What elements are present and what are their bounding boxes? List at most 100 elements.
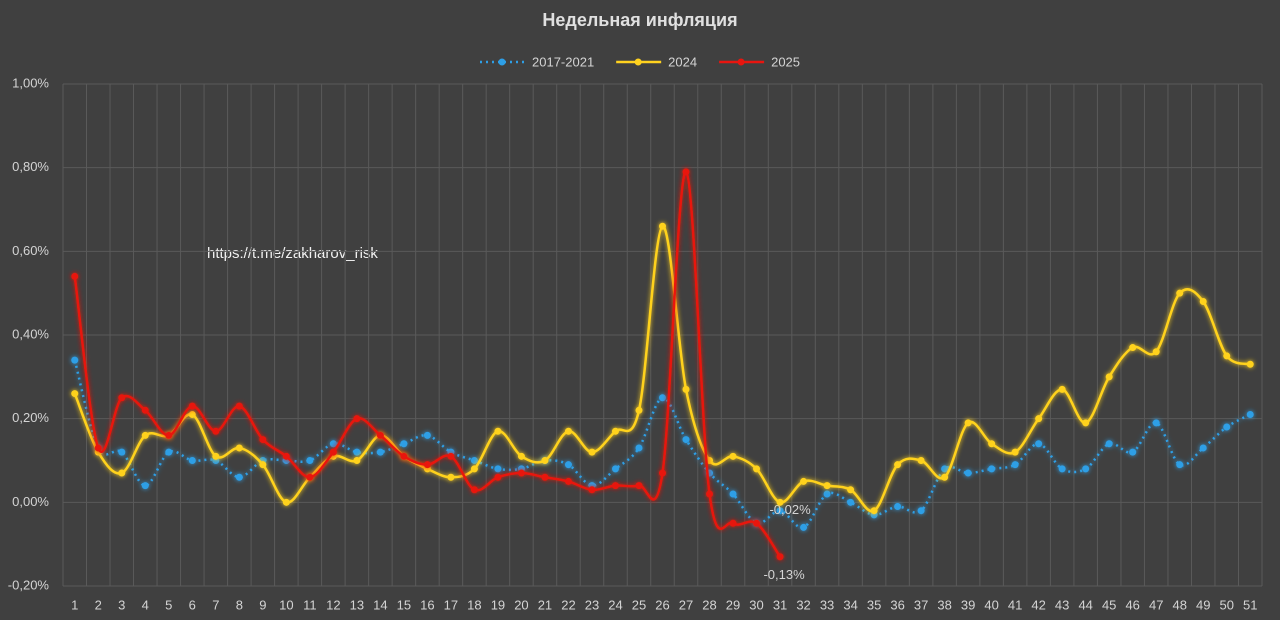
x-tick-label: 38 [937,597,951,612]
x-tick-label: 25 [632,597,646,612]
point [1035,415,1043,423]
x-tick-label: 15 [397,597,411,612]
point [729,519,737,527]
point [870,507,878,515]
x-tick-label: 1 [71,597,78,612]
point [118,448,126,456]
x-tick-label: 44 [1078,597,1092,612]
x-tick-label: 33 [820,597,834,612]
legend-label: 2025 [771,54,800,69]
x-tick-label: 11 [303,597,317,612]
x-tick-label: 51 [1243,597,1257,612]
point [917,507,925,515]
point [1058,465,1066,473]
point [235,473,243,481]
point [306,473,314,481]
point [517,452,525,460]
point [1246,360,1254,368]
point [729,452,737,460]
point [847,498,855,506]
point [894,461,902,469]
point [1082,419,1090,427]
x-tick-label: 37 [914,597,928,612]
point [964,419,972,427]
point [94,444,102,452]
x-tick-label: 42 [1031,597,1045,612]
legend-label: 2024 [668,54,697,69]
point [188,402,196,410]
point [470,457,478,464]
x-tick-label: 3 [118,597,125,612]
point [1246,410,1254,418]
point [1199,444,1207,452]
x-tick-label: 6 [189,597,196,612]
x-tick-label: 31 [773,597,787,612]
point [165,448,173,456]
x-tick-label: 47 [1149,597,1163,612]
x-tick-label: 35 [867,597,881,612]
point [235,402,243,410]
point [753,465,761,473]
point [776,553,784,561]
point [682,168,690,176]
x-tick-label: 34 [843,597,857,612]
point [800,477,808,485]
point [376,448,384,456]
point [611,427,619,435]
y-tick-label: 0,40% [12,326,49,341]
point [1105,440,1113,448]
point [118,469,126,477]
x-tick-label: 26 [655,597,669,612]
x-tick-label: 20 [514,597,528,612]
y-tick-label: 0,20% [12,410,49,425]
x-tick-label: 41 [1008,597,1022,612]
point [329,440,337,448]
point [988,440,996,448]
point [118,394,126,402]
point [706,490,714,498]
data-label: -0,02% [769,502,811,517]
point [212,427,220,435]
x-tick-label: 10 [279,597,293,612]
point [494,473,502,481]
x-tick-label: 30 [749,597,763,612]
point [964,469,972,477]
series [71,168,784,561]
point [235,444,243,452]
point [353,415,361,423]
y-tick-label: 0,80% [12,159,49,174]
point [635,482,643,490]
point [1105,373,1113,381]
x-tick-label: 14 [373,597,387,612]
x-tick-label: 16 [420,597,434,612]
point [259,461,267,469]
point [141,406,149,414]
point [635,406,643,414]
x-tick-label: 28 [702,597,716,612]
point [141,431,149,439]
x-tick-label: 5 [165,597,172,612]
chart-title: Недельная инфляция [542,10,737,30]
x-tick-label: 13 [350,597,364,612]
legend-marker [737,58,745,66]
x-tick-label: 50 [1220,597,1234,612]
point [1011,461,1019,469]
point [917,457,925,464]
series [71,222,1254,515]
point [1199,298,1207,306]
point [659,394,666,402]
point [823,490,831,498]
point [353,448,361,456]
point [353,457,361,464]
x-tick-label: 8 [236,597,243,612]
point [753,519,761,527]
point [823,482,831,490]
point [1152,419,1160,427]
point [1035,440,1043,448]
x-tick-label: 2 [95,597,102,612]
x-tick-label: 19 [491,597,505,612]
point [588,486,596,494]
point [470,465,478,473]
legend-label: 2017-2021 [532,54,594,69]
